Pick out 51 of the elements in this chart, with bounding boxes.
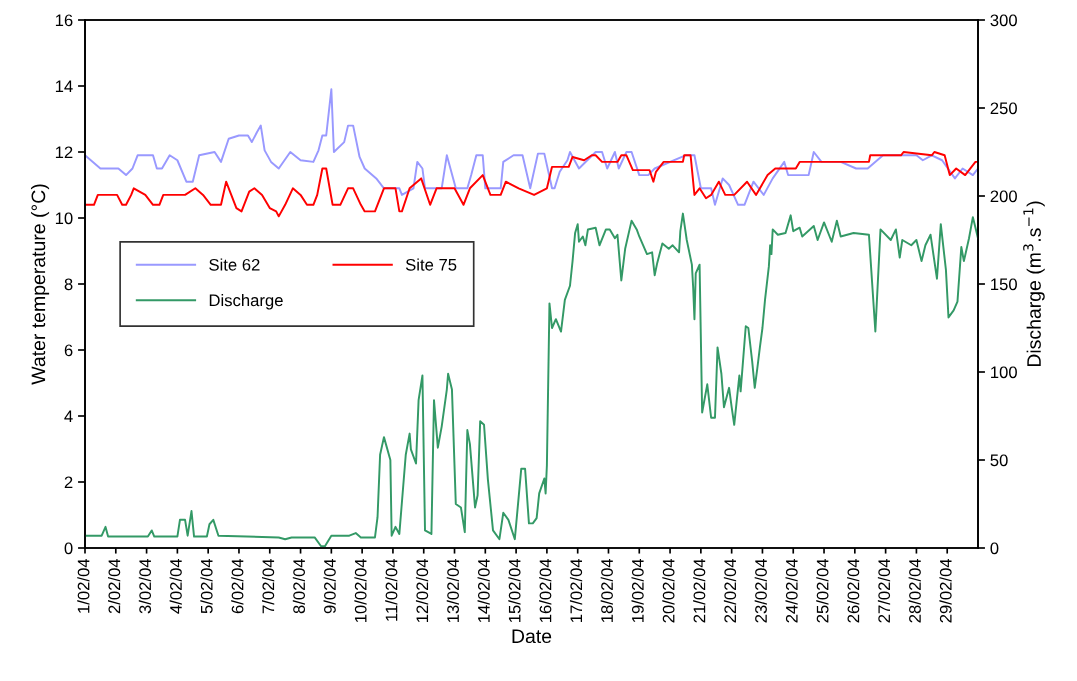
x-tick-label: 17/02/04 [569, 558, 583, 623]
y-axis-title: Water temperature (°C) [30, 184, 50, 385]
y-tick-label: 0 [64, 542, 73, 555]
x-tick-label: 4/02/04 [169, 558, 182, 614]
legend-label: Site 75 [405, 258, 457, 271]
y2-tick-label: 50 [990, 454, 1008, 467]
legend-label: Discharge [209, 294, 283, 310]
x-tick-label: 24/02/04 [785, 558, 798, 623]
y-tick-label: 2 [64, 476, 73, 489]
x-tick-label: 29/02/04 [939, 558, 952, 623]
x-tick-label: 26/02/04 [847, 558, 860, 623]
x-tick-label: 21/02/04 [693, 558, 706, 623]
y2-tick-label: 250 [990, 102, 1017, 115]
x-tick-label: 12/02/04 [415, 558, 429, 623]
x-tick-label: 2/02/04 [108, 558, 121, 614]
x-axis-title: Date [512, 629, 552, 644]
y-tick-label: 16 [55, 14, 73, 27]
x-tick-label: 14/02/04 [477, 558, 490, 623]
x-tick-label: 10/02/04 [354, 558, 367, 623]
x-tick-label: 25/02/04 [816, 558, 829, 623]
x-tick-label: 27/02/04 [877, 558, 891, 623]
x-tick-label: 11/02/04 [385, 558, 398, 621]
y-tick-label: 14 [55, 80, 73, 93]
y2-axis-title: Discharge (m$^{3}$.s$^{−1}$) [1023, 201, 1045, 367]
y-tick-label: 8 [64, 278, 73, 291]
x-tick-label: 20/02/04 [662, 558, 675, 623]
x-tick-label: 5/02/04 [200, 558, 213, 614]
x-tick-label: 19/02/04 [631, 558, 644, 623]
y2-tick-label: 0 [990, 542, 999, 555]
x-tick-label: 8/02/04 [292, 558, 306, 614]
y-tick-label: 6 [64, 344, 73, 357]
x-tick-label: 9/02/04 [323, 558, 336, 614]
x-tick-label: 13/02/04 [446, 558, 459, 623]
y2-tick-label: 300 [990, 14, 1017, 27]
x-tick-label: 22/02/04 [723, 558, 737, 623]
y-tick-label: 10 [55, 212, 73, 225]
legend-label: Site 62 [209, 258, 260, 271]
x-tick-label: 1/02/04 [77, 558, 90, 613]
x-tick-label: 3/02/04 [138, 558, 152, 614]
x-tick-label: 16/02/04 [539, 558, 552, 623]
y-tick-label: 4 [64, 410, 73, 423]
y-tick-label: 12 [55, 146, 73, 159]
x-tick-label: 6/02/04 [231, 558, 244, 614]
y2-tick-label: 200 [990, 190, 1017, 203]
x-tick-label: 28/02/04 [908, 558, 921, 623]
x-tick-label: 23/02/04 [754, 558, 767, 623]
x-tick-label: 15/02/04 [508, 558, 521, 623]
x-tick-label: 7/02/04 [261, 558, 275, 614]
y2-tick-label: 100 [991, 366, 1017, 379]
y2-tick-label: 150 [991, 278, 1017, 291]
x-tick-label: 18/02/04 [600, 558, 613, 623]
